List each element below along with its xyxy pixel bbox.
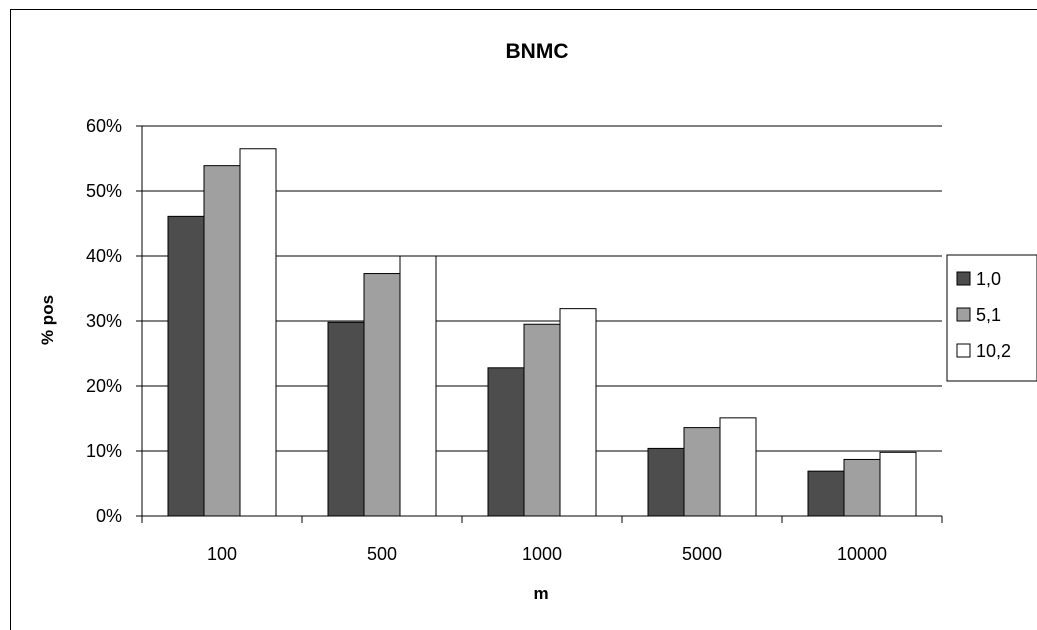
bars (167, 148, 917, 517)
axes (136, 125, 943, 523)
bar (327, 321, 365, 517)
x-tick-label: 5000 (682, 544, 722, 564)
bar (807, 470, 845, 517)
bar (363, 273, 401, 517)
bar (559, 308, 597, 517)
legend-label: 10,2 (976, 341, 1011, 361)
bar (647, 447, 685, 517)
bar (523, 323, 561, 517)
chart-frame (10, 9, 1037, 630)
legend-label: 5,1 (976, 305, 1001, 325)
bar (167, 215, 205, 517)
legend-swatch (956, 271, 971, 286)
y-tick-label: 60% (86, 116, 122, 136)
y-tick-label: 40% (86, 246, 122, 266)
x-tick-label: 500 (367, 544, 397, 564)
y-tick-label: 10% (86, 441, 122, 461)
bar (399, 255, 437, 517)
tick-labels: 0% 10% 20% 30% 40% 50% 60% 100 500 1000 5000 10000 (86, 116, 887, 564)
bar (487, 367, 525, 517)
bar (843, 458, 881, 517)
x-tick-label: 100 (207, 544, 237, 564)
legend-swatch (956, 343, 971, 358)
x-tick-label: 10000 (837, 544, 887, 564)
y-tick-label: 30% (86, 311, 122, 331)
legend-swatch (956, 307, 971, 322)
legend-label: 1,0 (976, 269, 1001, 289)
chart-title: BNMC (506, 40, 569, 63)
x-axis-title: m (533, 584, 548, 603)
y-axis-title: % pos (38, 295, 57, 345)
bar (719, 417, 757, 517)
bar (879, 451, 917, 517)
y-tick-label: 0% (96, 506, 122, 526)
x-tick-label: 1000 (522, 544, 562, 564)
bar (683, 427, 721, 517)
bar (239, 148, 277, 517)
legend: 1,0 5,1 10,2 (946, 254, 1037, 382)
y-tick-label: 50% (86, 181, 122, 201)
y-tick-label: 20% (86, 376, 122, 396)
bar (203, 165, 241, 517)
